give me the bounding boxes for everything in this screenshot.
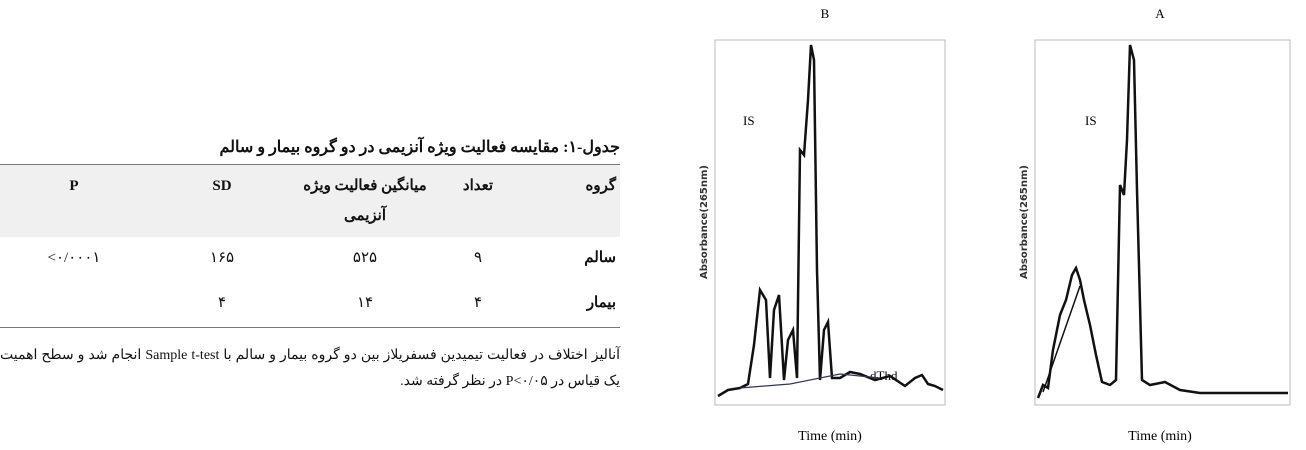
panel-label: A	[1155, 6, 1165, 21]
header-cell: P	[69, 178, 79, 194]
cell: ۹	[473, 249, 483, 266]
cell: ۴	[148, 277, 296, 328]
y-axis-label: Absorbance(265nm)	[1019, 165, 1030, 279]
trace-shoulder	[1042, 285, 1081, 393]
y-axis-label: Absorbance(265nm)	[699, 165, 710, 279]
cell: بیمار	[522, 277, 620, 328]
header-cell: میانگین فعالیت ویژه آنزیمی	[303, 178, 427, 224]
row: بیمار ۴ ۱۴ ۴	[0, 277, 620, 328]
x-axis-label: Time (min)	[798, 429, 862, 444]
panel-label: B	[821, 6, 830, 21]
cell	[0, 277, 148, 328]
x-axis-label: Time (min)	[1128, 429, 1192, 444]
caption: آنالیز اختلاف در فعالیت تیمیدین فسفریلاز…	[0, 348, 620, 389]
figures: B Absorbance(265nm) Time (min) IS dThd A…	[699, 6, 1291, 444]
plot-frame	[1034, 39, 1291, 406]
header-cell: گروه	[585, 178, 616, 194]
chromatogram-trace	[717, 44, 944, 398]
cell: ۴	[434, 277, 522, 328]
cell: سالم	[584, 249, 616, 266]
baseline	[739, 373, 881, 389]
cell: ۵۲۵	[352, 249, 378, 266]
table: گروه تعداد میانگین فعالیت ویژه آنزیمی SD…	[0, 164, 620, 328]
table-title: جدول-۱: مقایسه فعالیت ویژه آنزیمی در دو …	[219, 139, 620, 156]
header-row: گروه تعداد میانگین فعالیت ویژه آنزیمی SD…	[0, 164, 620, 237]
annotation: IS	[743, 113, 755, 128]
cell: ۱۶۵	[209, 249, 235, 266]
annotation: IS	[1085, 113, 1097, 128]
header-cell: SD	[212, 178, 232, 194]
cell: ۱۴	[296, 277, 434, 328]
cell: <۰/۰۰۰۱	[47, 249, 101, 266]
chromatogram-trace	[1036, 44, 1288, 399]
header-cell: تعداد	[462, 178, 494, 194]
plot-frame	[714, 39, 946, 406]
row: سالم ۹ ۵۲۵ ۱۶۵ <۰/۰۰۰۱	[0, 237, 620, 277]
